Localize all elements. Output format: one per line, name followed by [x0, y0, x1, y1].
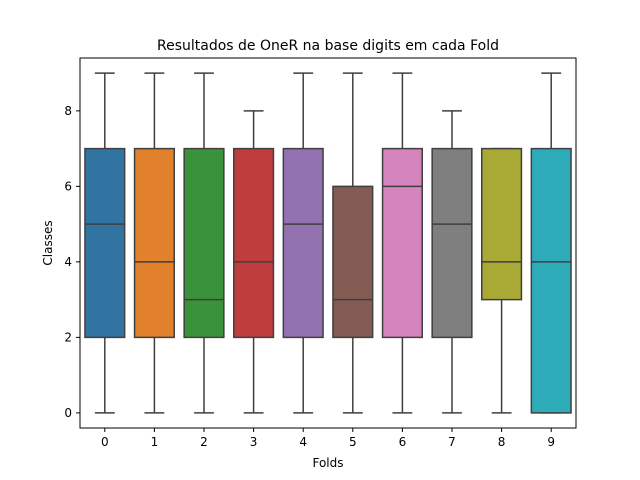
x-tick-label: 9: [547, 435, 555, 449]
y-tick-label: 2: [64, 330, 72, 344]
x-tick-label: 3: [250, 435, 258, 449]
iqr-box: [133, 147, 175, 339]
x-tick-label: 2: [200, 435, 208, 449]
y-axis-label: Classes: [41, 220, 55, 265]
box-fold-0: [84, 72, 126, 414]
iqr-box: [431, 147, 473, 339]
iqr-box: [282, 147, 324, 339]
axes-frame: [79, 57, 577, 429]
y-tick-label: 8: [64, 104, 72, 118]
box-fold-9: [530, 72, 572, 414]
y-axis-ticks: 0 2 4 6 8: [64, 104, 80, 420]
y-tick-label: 4: [64, 255, 72, 269]
x-tick-label: 1: [151, 435, 159, 449]
x-tick-label: 4: [299, 435, 307, 449]
box-fold-4: [282, 72, 324, 414]
box-fold-8: [481, 147, 523, 414]
box-fold-3: [233, 110, 275, 414]
iqr-box: [84, 147, 126, 339]
y-tick-label: 6: [64, 179, 72, 193]
iqr-box: [381, 147, 423, 339]
chart-title: Resultados de OneR na base digits em cad…: [157, 38, 499, 54]
box-fold-6: [381, 72, 423, 414]
x-tick-label: 5: [349, 435, 357, 449]
x-tick-label: 6: [399, 435, 407, 449]
x-axis-ticks: 0 1 2 3 4 5 6 7 8 9: [101, 428, 555, 449]
box-fold-1: [133, 72, 175, 414]
iqr-box: [530, 147, 572, 414]
box-fold-7: [431, 110, 473, 414]
iqr-box: [183, 147, 225, 339]
plot-area: [84, 72, 572, 414]
iqr-box: [481, 147, 523, 301]
box-fold-5: [332, 72, 374, 414]
x-tick-label: 0: [101, 435, 109, 449]
x-tick-label: 8: [498, 435, 506, 449]
iqr-box: [332, 185, 374, 339]
box-fold-2: [183, 72, 225, 414]
y-tick-label: 0: [64, 406, 72, 420]
x-tick-label: 7: [448, 435, 456, 449]
iqr-box: [233, 147, 275, 339]
x-axis-label: Folds: [312, 456, 343, 470]
